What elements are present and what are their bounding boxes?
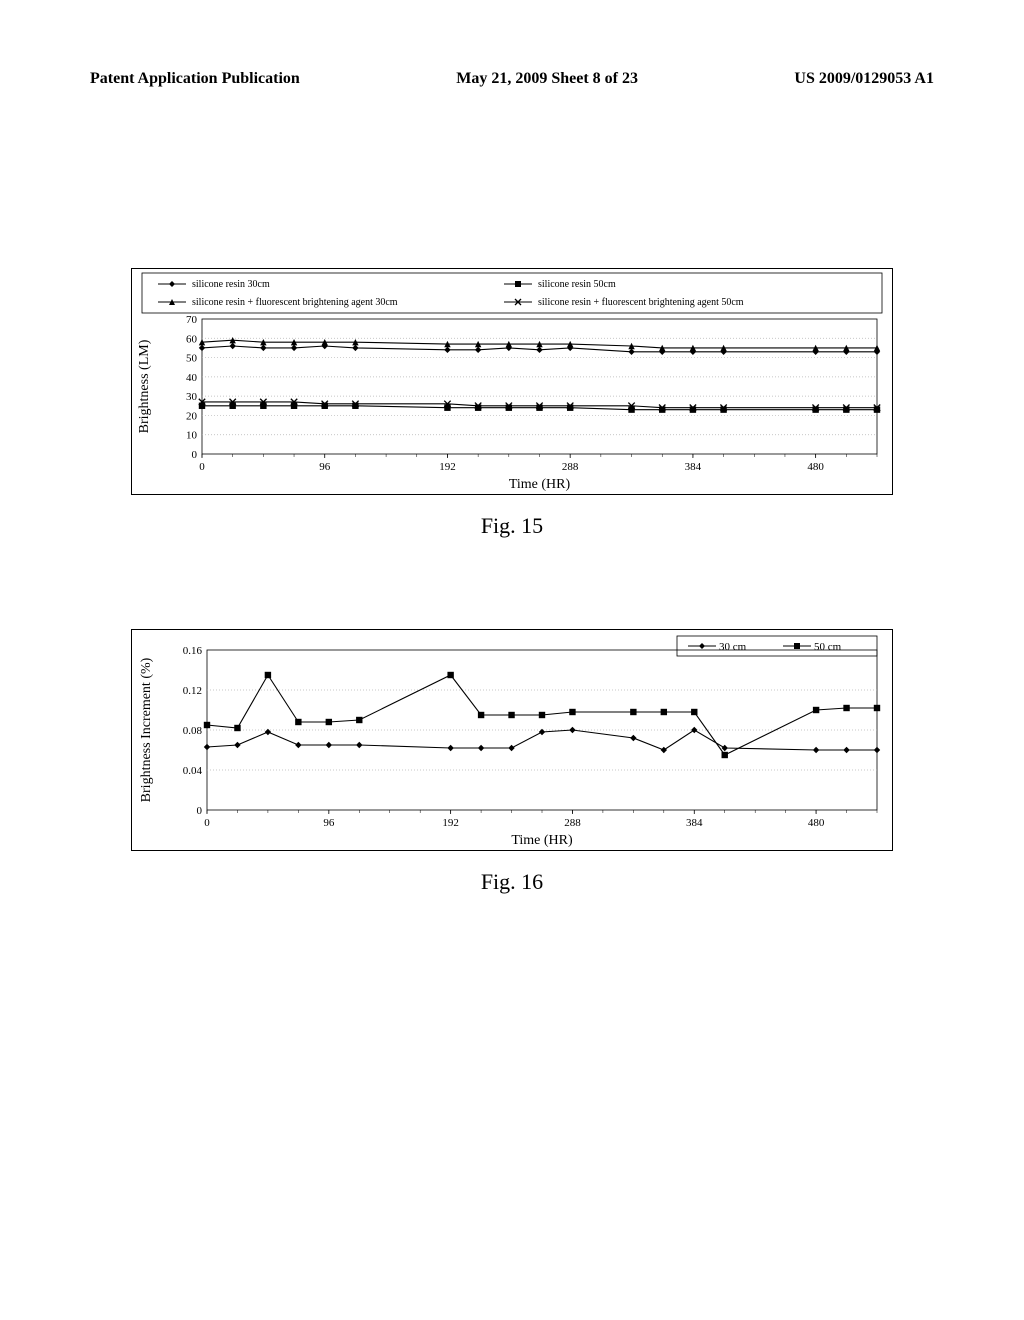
svg-text:0: 0: [199, 461, 205, 473]
header-left: Patent Application Publication: [90, 70, 300, 88]
svg-text:0.16: 0.16: [183, 645, 203, 657]
svg-text:50: 50: [186, 353, 198, 365]
fig15-chart: silicone resin 30cm silicone resin 50cm si…: [131, 268, 893, 495]
svg-text:288: 288: [562, 461, 579, 473]
svg-text:silicone resin 30cm: silicone resin 30cm: [192, 279, 270, 290]
svg-text:20: 20: [186, 410, 198, 422]
header-center: May 21, 2009 Sheet 8 of 23: [456, 70, 638, 88]
svg-text:60: 60: [186, 333, 198, 345]
svg-text:480: 480: [807, 461, 824, 473]
fig15-caption: Fig. 15: [90, 513, 934, 539]
svg-text:192: 192: [439, 461, 456, 473]
svg-text:silicone resin + fluorescent b: silicone resin + fluorescent brightening…: [192, 297, 398, 308]
svg-text:288: 288: [564, 817, 581, 829]
svg-text:40: 40: [186, 372, 198, 384]
svg-text:Time (HR): Time (HR): [511, 833, 573, 848]
svg-text:192: 192: [442, 817, 459, 829]
svg-text:50 cm: 50 cm: [814, 641, 842, 653]
svg-text:70: 70: [186, 314, 198, 326]
svg-text:96: 96: [323, 817, 335, 829]
svg-text:384: 384: [685, 461, 702, 473]
svg-text:silicone resin 50cm: silicone resin 50cm: [538, 279, 616, 290]
svg-text:30 cm: 30 cm: [719, 641, 747, 653]
svg-text:Brightness Increment (%): Brightness Increment (%): [139, 657, 154, 802]
header-right: US 2009/0129053 A1: [794, 70, 934, 88]
svg-text:0: 0: [204, 817, 210, 829]
fig16-svg: 30 cm 50 cm 0 0.04 0.08 0.12 0.16 0 96 192 288 384 4…: [132, 630, 892, 850]
svg-text:0.08: 0.08: [183, 725, 203, 737]
svg-text:Time (HR): Time (HR): [509, 477, 571, 492]
fig15-svg: silicone resin 30cm silicone resin 50cm si…: [132, 269, 892, 494]
svg-text:0: 0: [192, 449, 198, 461]
svg-text:0: 0: [197, 805, 203, 817]
svg-text:480: 480: [808, 817, 825, 829]
fig16-chart: 30 cm 50 cm 0 0.04 0.08 0.12 0.16 0 96 192 288 384 4…: [131, 629, 893, 851]
svg-text:30: 30: [186, 391, 198, 403]
fig16-caption: Fig. 16: [90, 869, 934, 895]
svg-text:Brightness (LM): Brightness (LM): [137, 339, 152, 433]
svg-text:0.12: 0.12: [183, 685, 202, 697]
page-header: Patent Application Publication May 21, 2…: [90, 70, 934, 88]
svg-text:384: 384: [686, 817, 703, 829]
svg-text:silicone resin + fluorescent b: silicone resin + fluorescent brightening…: [538, 297, 744, 308]
svg-text:96: 96: [319, 461, 331, 473]
svg-text:0.04: 0.04: [183, 765, 203, 777]
svg-text:10: 10: [186, 430, 198, 442]
